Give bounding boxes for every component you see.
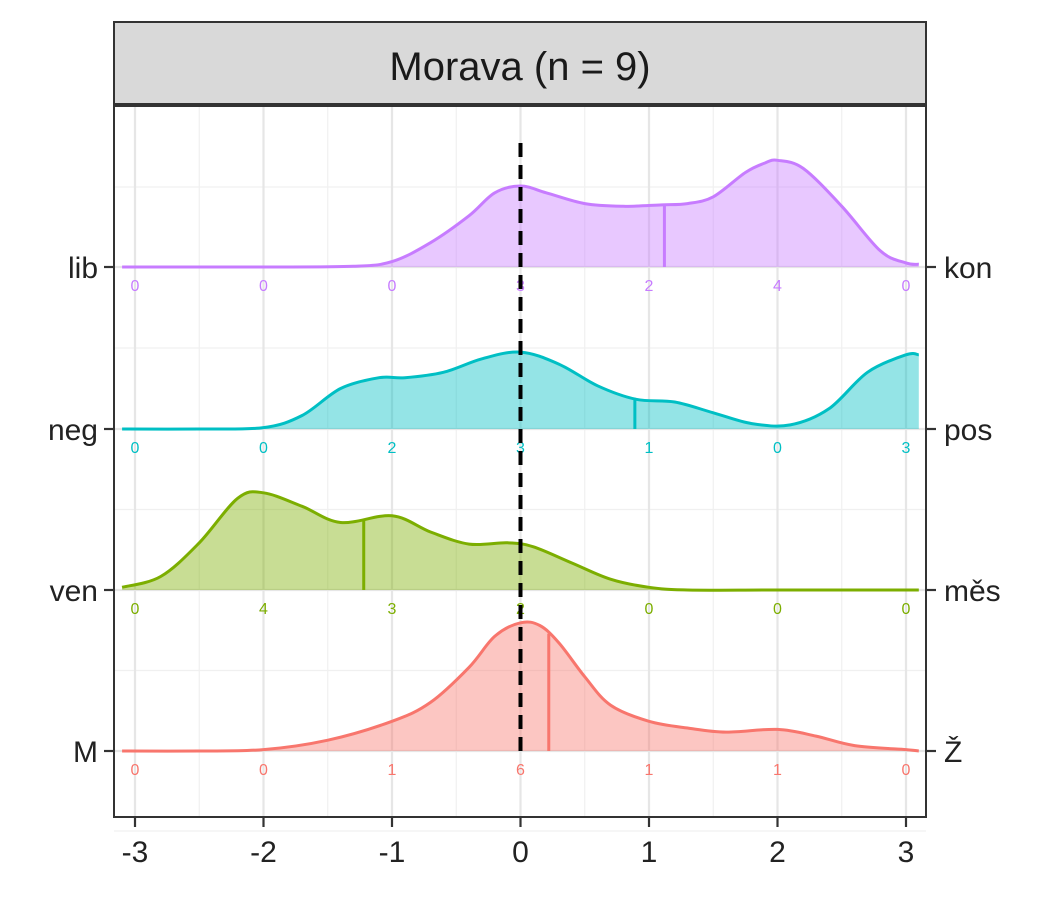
count-label: 2 <box>645 278 654 295</box>
count-label: 6 <box>516 762 525 779</box>
count-label: 0 <box>131 762 140 779</box>
count-label: 0 <box>773 440 782 457</box>
count-label: 0 <box>645 601 654 618</box>
count-label: 0 <box>902 278 911 295</box>
count-label: 1 <box>773 762 782 779</box>
density-area <box>122 621 919 752</box>
density-line <box>122 620 919 753</box>
count-label: 0 <box>259 278 268 295</box>
count-label: 0 <box>902 762 911 779</box>
x-axis-tick-label: -1 <box>379 836 406 869</box>
x-axis-tick-label: 0 <box>512 836 529 869</box>
density-line <box>122 350 920 431</box>
facet-strip-title: Morava (n = 9) <box>389 45 650 89</box>
left-axis-label: lib <box>68 252 98 285</box>
right-y-axis: kon pos měs Ž <box>926 252 1001 769</box>
left-axis-label: neg <box>48 414 98 447</box>
left-axis-label: ven <box>50 575 98 608</box>
right-axis-label: kon <box>944 252 992 285</box>
x-axis-tick-label: 1 <box>641 836 658 869</box>
count-label: 0 <box>131 601 140 618</box>
count-label: 3 <box>388 601 397 618</box>
facet-strip: Morava (n = 9) <box>113 21 927 105</box>
count-label: 0 <box>902 601 911 618</box>
right-axis-label: Ž <box>944 736 962 769</box>
ridge-row-ven <box>121 490 919 592</box>
ridge-row-M <box>122 620 919 753</box>
count-label: 4 <box>773 278 782 295</box>
right-axis-label: měs <box>944 575 1001 608</box>
count-label: 0 <box>773 601 782 618</box>
count-label: 1 <box>645 762 654 779</box>
count-label: 2 <box>388 440 397 457</box>
density-line <box>121 490 919 592</box>
facet-strip-background <box>113 21 927 105</box>
left-axis-label: M <box>73 736 98 769</box>
count-label: 3 <box>902 440 911 457</box>
x-axis-tick-label: -3 <box>122 836 149 869</box>
count-label: 4 <box>259 601 268 618</box>
count-label: 0 <box>259 762 268 779</box>
count-label: 1 <box>645 440 654 457</box>
count-label: 0 <box>131 278 140 295</box>
x-axis-tick-label: 2 <box>769 836 786 869</box>
x-axis: -3 -2 -1 0 1 2 3 <box>122 817 915 869</box>
density-line <box>122 158 919 269</box>
right-axis-label: pos <box>944 414 992 447</box>
count-label: 0 <box>388 278 397 295</box>
x-axis-tick-label: 3 <box>898 836 915 869</box>
count-label: 0 <box>259 440 268 457</box>
left-y-axis: lib neg ven M <box>48 252 114 769</box>
count-label: 1 <box>388 762 397 779</box>
count-label: 3 <box>516 440 525 457</box>
count-label: 0 <box>131 440 140 457</box>
x-axis-tick-label: -2 <box>250 836 277 869</box>
